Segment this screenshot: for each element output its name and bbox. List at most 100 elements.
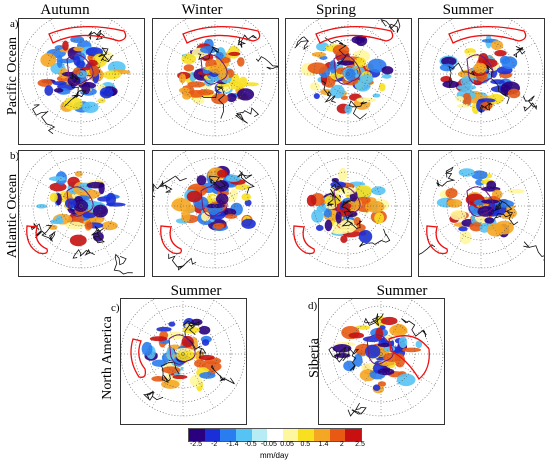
anomaly-patch — [49, 192, 58, 203]
source-region-outline — [48, 26, 127, 44]
colorbar-swatch — [251, 429, 268, 441]
anomaly-patch — [309, 82, 320, 91]
coastline — [321, 80, 336, 103]
anomaly-patch — [151, 359, 167, 367]
anomaly-patch — [74, 170, 83, 177]
anomaly-patch — [81, 82, 91, 95]
coastline — [237, 170, 255, 194]
anomaly-patch — [229, 188, 238, 201]
anomaly-patch — [99, 87, 114, 99]
anomaly-patch — [473, 62, 487, 74]
anomaly-patch — [215, 193, 229, 205]
coastline — [419, 244, 436, 255]
coastline — [363, 313, 384, 326]
storm-track-contour — [366, 334, 394, 365]
anomaly-patch — [378, 83, 386, 92]
coastline — [294, 36, 309, 51]
anomaly-patch — [205, 203, 225, 209]
coastline — [209, 175, 226, 189]
anomaly-patch — [149, 336, 168, 342]
anomaly-patch — [40, 53, 57, 67]
source-region-outline — [388, 335, 430, 380]
anomaly-patch — [306, 194, 317, 207]
coastline — [255, 56, 278, 70]
coastline — [210, 364, 235, 385]
map-panel-a-autumn — [18, 18, 145, 145]
anomaly-patch — [226, 93, 237, 103]
anomaly-patch — [244, 199, 252, 207]
anomaly-patch — [171, 198, 192, 212]
anomaly-patch — [340, 95, 348, 100]
anomaly-patch — [85, 221, 93, 230]
anomaly-patch — [81, 101, 99, 114]
colorbar-tick-label: -2.5 — [189, 441, 203, 448]
colorbar-swatch — [314, 429, 330, 441]
anomaly-patch — [178, 87, 190, 94]
anomaly-patch — [459, 230, 472, 245]
coastline — [159, 175, 187, 193]
anomaly-patch — [375, 327, 384, 340]
anomaly-patch — [69, 234, 87, 247]
coastline — [98, 47, 114, 63]
anomaly-patch — [507, 88, 521, 99]
anomaly-patch — [490, 40, 504, 51]
colorbar — [188, 428, 362, 442]
storm-track-contour — [333, 54, 361, 85]
anomaly-patch — [228, 51, 241, 57]
anomaly-patch — [481, 199, 500, 204]
colorbar-swatch — [220, 429, 236, 441]
colorbar-swatch — [282, 429, 299, 441]
coastline — [168, 253, 197, 271]
coastline — [436, 166, 456, 187]
anomaly-patch — [501, 56, 518, 70]
anomaly-patch — [237, 88, 255, 101]
anomaly-patch — [151, 375, 166, 382]
coastline — [237, 34, 257, 48]
anomaly-patch — [471, 170, 488, 180]
coastline — [201, 86, 225, 119]
colorbar-swatch — [345, 429, 362, 441]
anomaly-patch — [458, 226, 468, 232]
anomaly-patch — [311, 209, 324, 223]
anomaly-patch — [355, 325, 371, 330]
coastline — [401, 318, 427, 338]
storm-track-contour — [168, 334, 196, 365]
storm-track-contour — [466, 54, 494, 85]
anomaly-patch — [486, 180, 497, 190]
coastline — [328, 346, 347, 363]
anomaly-patch — [234, 184, 251, 191]
colorbar-unit: mm/day — [260, 451, 289, 460]
latitude-circle — [432, 25, 530, 123]
latitude-circle — [299, 25, 397, 123]
anomaly-patch — [63, 96, 83, 111]
coastline — [91, 225, 105, 244]
season-header-summer: Summer — [442, 2, 494, 18]
colorbar-swatch — [329, 429, 346, 441]
anomaly-patch — [351, 35, 365, 44]
map-panel-c-summer — [120, 298, 247, 425]
anomaly-patch — [344, 104, 353, 114]
anomaly-patch — [364, 344, 381, 359]
anomaly-patch — [507, 189, 525, 194]
anomaly-patch — [201, 339, 210, 346]
anomaly-patch — [156, 326, 172, 332]
coastline — [494, 199, 513, 213]
coastline — [347, 402, 367, 417]
storm-track-contour — [66, 186, 94, 217]
colorbar-swatch — [235, 429, 252, 441]
colorbar-tick-label: 0.5 — [300, 441, 311, 448]
coastline — [326, 188, 341, 207]
coastline — [183, 320, 200, 335]
anomaly-patch — [332, 344, 352, 353]
coastline — [486, 64, 510, 105]
source-region-outline — [130, 338, 147, 378]
colorbar-tick-label: -1.4 — [226, 441, 239, 448]
anomaly-patch — [198, 325, 211, 335]
anomaly-patch — [199, 372, 216, 379]
anomaly-patch — [222, 86, 231, 92]
map-panel-a-summer — [418, 18, 545, 145]
anomaly-patch — [186, 190, 202, 203]
anomaly-patch — [106, 202, 126, 207]
anomaly-patch — [50, 218, 64, 225]
anomaly-patch — [192, 97, 205, 105]
